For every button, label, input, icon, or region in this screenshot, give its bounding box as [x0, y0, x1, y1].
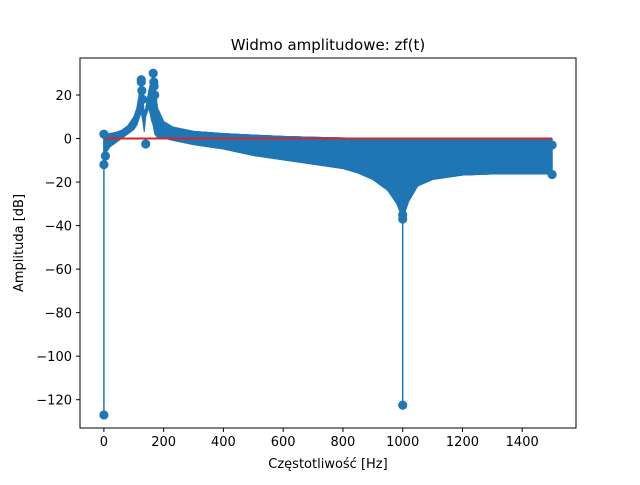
stem-marker [149, 81, 159, 91]
y-tick-label: −80 [45, 307, 72, 322]
stem-marker [547, 140, 557, 150]
stem-marker [137, 86, 147, 96]
stem-marker [148, 68, 158, 78]
stem-marker [100, 151, 110, 161]
stem-marker [99, 410, 109, 420]
stem-marker [99, 160, 109, 170]
y-tick-label: −60 [45, 263, 72, 278]
y-tick-label: 20 [55, 89, 72, 104]
plot-frame [79, 57, 577, 429]
plot-area [99, 68, 557, 420]
x-tick-label: 200 [151, 435, 176, 450]
stem-marker [547, 169, 557, 180]
x-tick-label: 600 [271, 435, 296, 450]
chart-title: Widmo amplitudowe: zf(t) [231, 36, 426, 54]
x-axis: 0 200 400 600 800 1000 1200 1400 [100, 428, 539, 450]
x-tick-label: 1200 [446, 435, 479, 450]
stem-marker [99, 129, 109, 139]
x-tick-label: 1400 [506, 435, 539, 450]
y-tick-label: −40 [45, 220, 72, 235]
y-axis-label: Amplituda [dB] [12, 194, 27, 292]
y-tick-label: 0 [64, 133, 72, 148]
stem-marker [138, 94, 148, 104]
x-tick-label: 0 [100, 435, 108, 450]
stem-marker [136, 77, 146, 87]
stem-marker [150, 90, 160, 100]
y-tick-label: −20 [45, 176, 72, 191]
stem-marker [398, 400, 408, 410]
stem-marker [398, 210, 408, 220]
x-axis-label: Częstotliwość [Hz] [268, 457, 387, 472]
y-tick-label: −120 [36, 394, 72, 409]
x-tick-label: 400 [211, 435, 236, 450]
x-tick-label: 1000 [386, 435, 419, 450]
y-tick-label: −100 [36, 350, 72, 365]
y-axis: −120 −100 −80 −60 −40 −20 0 20 [36, 89, 80, 409]
x-tick-label: 800 [331, 435, 356, 450]
stem-marker [141, 139, 151, 149]
